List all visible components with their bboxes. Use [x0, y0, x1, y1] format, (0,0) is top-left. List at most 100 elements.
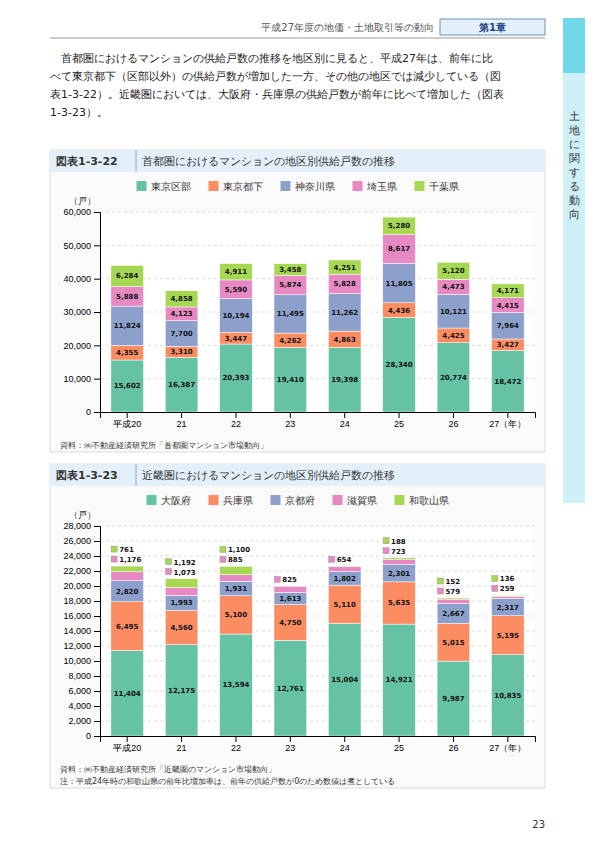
legend-label: 兵庫県	[223, 495, 253, 506]
y-tick: 10,000	[63, 374, 100, 384]
tick-mark	[453, 412, 454, 418]
tick-mark	[94, 586, 100, 587]
data-label: 5,828	[334, 280, 356, 288]
legend-label: 京都府	[285, 495, 315, 506]
chart-panel	[50, 150, 545, 452]
tick-label: 21	[177, 743, 187, 753]
data-label-key	[166, 559, 172, 565]
tick-label: 4,000	[68, 701, 91, 711]
x-axis: 平成2021222324252627（年）	[101, 412, 536, 429]
tick-mark	[181, 412, 182, 418]
tick-label: 24	[340, 419, 350, 429]
data-label-key	[492, 575, 498, 581]
y-axis: 010,00020,00030,00040,00050,00060,000	[63, 207, 100, 417]
bar-series	[111, 582, 524, 661]
plot-background	[100, 526, 535, 736]
data-label-key	[437, 588, 443, 594]
grid-line	[100, 571, 535, 572]
bar-series	[111, 318, 524, 412]
tick-mark	[94, 706, 100, 707]
data-label: 11,404	[114, 690, 141, 698]
y-axis-label: （戸）	[69, 196, 96, 206]
legend-label: 神奈川県	[295, 181, 335, 192]
y-tick: 14,000	[63, 626, 100, 636]
bar-segment	[274, 275, 307, 295]
bar-segment	[111, 286, 144, 306]
bar-segment	[220, 333, 253, 344]
bar-segment	[328, 260, 361, 274]
bar-segment	[165, 596, 198, 611]
data-label: 20,393	[222, 374, 249, 382]
legend-item: 大阪府	[147, 495, 191, 506]
data-label: 4,355	[116, 349, 138, 357]
tick-label: 60,000	[63, 207, 91, 217]
data-label-key	[383, 548, 389, 554]
paragraph-line: 1-3-23）。	[50, 106, 108, 119]
y-axis: 02,0004,0006,0008,00010,00012,00014,0001…	[63, 521, 100, 741]
legend: 大阪府兵庫県京都府滋賀県和歌山県	[147, 495, 449, 506]
tick-label: 22,000	[63, 566, 91, 576]
tick-label: 50,000	[63, 241, 91, 251]
data-label: 579	[445, 588, 460, 596]
tick-label: 16,000	[63, 611, 91, 621]
data-label: 10,121	[440, 308, 467, 316]
sidebar-char: す	[569, 166, 580, 179]
data-label: 4,123	[170, 310, 192, 318]
bar-segment	[328, 566, 361, 567]
bar-segment	[492, 339, 525, 350]
tick-mark	[94, 312, 100, 313]
legend-item: 兵庫県	[209, 495, 253, 506]
bar-segment	[437, 294, 470, 328]
data-labels: 11,40412,17513,59412,76115,00414,9219,98…	[111, 538, 521, 703]
chart-title: 首都圏におけるマンションの地区別供給戸数の推移	[142, 155, 395, 168]
data-label: 885	[228, 556, 243, 564]
data-label: 3,427	[497, 341, 519, 349]
bar-segment	[437, 661, 470, 736]
bar-segment	[383, 303, 416, 318]
legend-swatch	[271, 495, 281, 505]
data-labels: 15,60216,38720,39319,41019,39828,34020,7…	[114, 222, 522, 390]
tick-mark	[94, 379, 100, 380]
tick-mark	[507, 412, 508, 418]
y-axis-label: （戸）	[69, 510, 96, 520]
y-tick: 0	[86, 731, 100, 741]
y-tick: 40,000	[63, 274, 100, 284]
tick-mark	[235, 412, 236, 418]
bar-segment	[274, 586, 307, 587]
data-label: 10,835	[494, 692, 521, 700]
sidebar-char: に	[569, 138, 580, 151]
tick-mark	[344, 736, 345, 742]
tick-label: 24,000	[63, 551, 91, 561]
tick-mark	[399, 412, 400, 418]
data-label: 11,805	[386, 280, 413, 288]
legend-item: 東京都下	[209, 181, 263, 192]
tick-label: 平成20	[113, 743, 141, 753]
bar-segment	[437, 262, 470, 279]
tick-mark	[94, 245, 100, 246]
bar-segment	[220, 634, 253, 736]
bar-segment	[165, 357, 198, 412]
x-tick: 23	[285, 412, 295, 429]
data-label-key	[492, 585, 498, 591]
bar-segment	[383, 558, 416, 559]
tick-label: 2,000	[68, 716, 91, 726]
tick-mark	[94, 412, 100, 413]
legend-item: 滋賀県	[333, 495, 377, 506]
data-label: 1,613	[279, 595, 301, 603]
data-label: 4,425	[442, 332, 464, 340]
data-label-key	[111, 546, 117, 552]
tick-label: 0	[86, 731, 91, 741]
title-band	[50, 464, 545, 486]
sidebar-char: る	[569, 180, 580, 193]
bar-segment	[492, 596, 525, 598]
tick-mark	[94, 541, 100, 542]
tick-label: 平成20	[113, 419, 141, 429]
bar-series	[111, 235, 524, 321]
data-label: 12,761	[277, 685, 304, 693]
bars	[111, 217, 524, 412]
legend-swatch	[395, 495, 405, 505]
tick-mark	[94, 279, 100, 280]
data-label: 5,110	[334, 601, 356, 609]
bar-segment	[328, 274, 361, 293]
bar-segment	[111, 345, 144, 360]
